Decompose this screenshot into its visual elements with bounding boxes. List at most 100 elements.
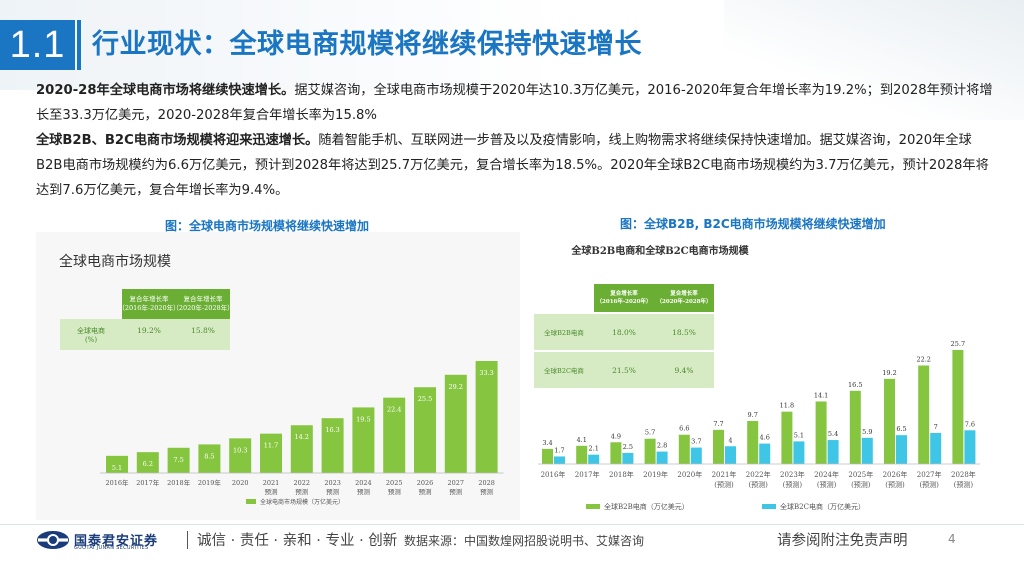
right-chart-b2b-bar <box>713 429 724 464</box>
paragraph-2-lead: 全球B2B、B2C电商市场规模将迎来迅速增长。 <box>36 133 319 148</box>
left-chart-x-label: 2016年 <box>105 478 129 487</box>
left-chart-x-label: 2028 预测 <box>478 479 495 496</box>
right-table-cell-text: 21.5% <box>612 366 636 375</box>
right-chart-b2c-label: 4.6 <box>760 434 770 442</box>
right-chart-b2b-bar <box>610 442 622 464</box>
right-chart-b2c-bar <box>861 437 873 464</box>
left-chart-title: 全球电商市场规模 <box>59 253 171 270</box>
right-chart-b2b-label: 6.6 <box>679 425 689 433</box>
right-chart-b2b-bar <box>747 420 759 464</box>
right-legend-swatch-b2c <box>762 504 776 509</box>
left-chart-bar <box>383 397 406 473</box>
left-table-cell <box>122 319 176 350</box>
left-table-cell <box>60 319 122 350</box>
left-chart-bar-label: 33.3 <box>479 369 493 377</box>
right-chart-b2c-label: 6.5 <box>896 425 906 433</box>
right-chart-b2c-bar <box>725 446 736 464</box>
left-legend-swatch <box>246 499 256 504</box>
right-table-header-text: 复合增长率（2016年-2020年） <box>597 289 652 305</box>
footer-separator <box>187 531 188 549</box>
right-chart-b2b-bar <box>918 365 930 464</box>
right-chart-b2c-label: 2.1 <box>589 445 599 453</box>
right-figure-caption: 图：全球B2B, B2C电商市场规模将继续快速增加 <box>620 217 886 231</box>
left-chart-bar <box>229 438 252 473</box>
left-chart-x-label: 2018年 <box>167 478 191 487</box>
left-chart: 全球电商市场规模 复合年增长率（2016年-2020年） 复合年增长率（2020年-… <box>36 232 520 520</box>
right-chart-x-label: 2016年 <box>541 470 566 479</box>
right-chart-b2b-label: 25.7 <box>951 340 965 348</box>
right-chart-b2c-bar <box>622 452 634 464</box>
footer-slogan: 诚信 · 责任 · 亲和 · 专业 · 创新 <box>197 533 398 549</box>
left-chart-svg: 全球电商市场规模复合年增长率（2016年-2020年）复合年增长率（2020年-… <box>36 232 520 520</box>
company-logo[interactable]: 国泰君安证券 GUOTAI JUNAN SECURITIES <box>36 530 186 551</box>
left-chart-x-label: 2026 预测 <box>417 479 434 496</box>
right-table-header-cell <box>594 284 654 312</box>
right-chart-x-label: 2025年(预测) <box>848 470 873 489</box>
right-chart-b2b-bar <box>576 445 588 464</box>
right-chart-b2c-bar <box>964 430 976 464</box>
right-chart-b2b-bar <box>849 390 861 464</box>
right-chart-b2c-label: 7 <box>934 423 938 431</box>
right-chart-b2c-label: 2.8 <box>657 442 667 450</box>
right-table-header-cell <box>654 284 714 312</box>
right-chart-b2b-bar <box>542 448 553 464</box>
right-chart-x-label: 2026年(预测) <box>883 470 908 489</box>
right-chart-b2c-bar <box>896 435 907 464</box>
right-chart-b2b-label: 4.1 <box>577 436 587 444</box>
page-number: 4 <box>948 532 956 546</box>
right-chart-b2b-bar <box>678 434 690 464</box>
right-chart-b2b-label: 16.5 <box>848 381 862 389</box>
left-table-cell-text: 全球电商(%) <box>77 326 105 344</box>
right-chart-b2b-label: 11.8 <box>780 402 794 410</box>
left-chart-x-label: 2025 预测 <box>386 479 403 496</box>
right-chart-b2c-bar <box>690 447 702 464</box>
right-chart-b2b-bar <box>781 411 793 464</box>
left-chart-bar <box>414 387 436 473</box>
right-table-cell-text: 18.5% <box>672 328 696 337</box>
footer-divider <box>0 524 1024 525</box>
left-chart-bar-label: 29.2 <box>449 383 463 391</box>
left-chart-x-label: 2023 预测 <box>324 479 341 496</box>
right-chart-b2c-bar <box>930 432 942 464</box>
right-chart-b2b-bar <box>952 350 964 464</box>
right-table-cell <box>534 352 594 388</box>
left-chart-bar-label: 5.1 <box>112 464 122 472</box>
right-chart-x-label: 2021年(预测) <box>712 470 737 489</box>
left-table-header-cell <box>60 289 122 319</box>
left-chart-bar <box>106 455 128 473</box>
right-chart-b2b-bar <box>884 378 895 464</box>
left-chart-bar <box>352 407 375 473</box>
right-chart-b2b-bar <box>815 401 827 464</box>
left-table-header-cell <box>176 289 230 319</box>
left-table-cell <box>176 319 230 350</box>
right-table-header-text: 复合增长率（2020年-2028年） <box>657 289 712 305</box>
right-chart: 全球B2B电商和全球B2C电商市场规模 复合增长率（2016年-2020年） 复合增… <box>522 234 990 520</box>
left-figure-caption: 图：全球电商市场规模将继续快速增加 <box>165 219 370 233</box>
right-table-cell <box>534 314 594 350</box>
right-table-cell <box>594 314 654 350</box>
right-chart-b2c-label: 2.5 <box>623 443 633 451</box>
left-chart-bar-label: 19.5 <box>356 415 370 423</box>
right-chart-x-label: 2017年 <box>575 470 600 479</box>
left-chart-x-label: 2027 预测 <box>448 479 465 496</box>
right-chart-b2c-label: 5.4 <box>828 430 838 438</box>
right-chart-b2b-label: 5.7 <box>645 429 655 437</box>
right-legend-swatch-b2b <box>586 504 600 509</box>
left-chart-bar <box>167 447 190 473</box>
right-chart-b2c-label: 3.7 <box>691 438 701 446</box>
right-table-cell-text: 9.4% <box>674 366 693 375</box>
header-background <box>0 0 560 90</box>
left-table-header-cell <box>122 289 176 319</box>
right-chart-b2b-label: 7.7 <box>713 420 723 428</box>
left-chart-bar-label: 11.7 <box>264 442 278 450</box>
left-chart-x-label: 2017年 <box>136 478 160 487</box>
right-chart-x-label: 2023年(预测) <box>780 470 805 489</box>
right-chart-b2c-label: 7.6 <box>965 420 975 428</box>
right-chart-b2b-label: 19.2 <box>882 369 896 377</box>
body-text: 2020-28年全球电商市场将继续快速增长。据艾媒咨询，全球电商市场规模于202… <box>36 78 998 203</box>
disclaimer-link[interactable]: 请参阅附注免责声明 <box>777 533 908 549</box>
left-chart-bar <box>260 433 282 473</box>
left-table-header-text: 复合年增长率（2020年-2028年） <box>172 294 233 312</box>
section-divider <box>77 20 81 70</box>
left-chart-bar <box>290 425 313 473</box>
